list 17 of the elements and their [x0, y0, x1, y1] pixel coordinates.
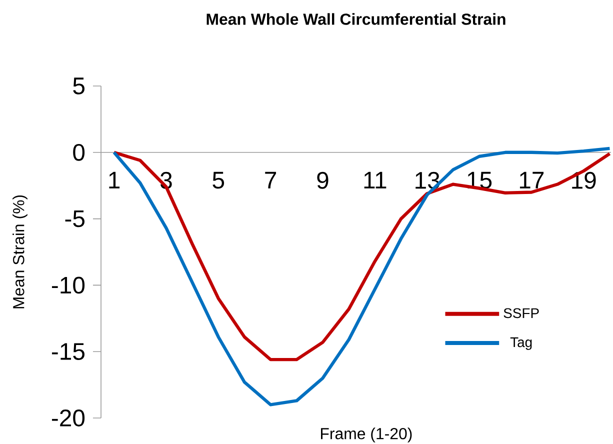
y-tick-label: -20 — [52, 410, 85, 426]
y-axis-title: Mean Strain (%) — [12, 195, 28, 308]
x-tick-label: 1 — [109, 172, 120, 188]
y-tick-label: -15 — [52, 343, 84, 360]
y-tick-label: -5 — [65, 210, 84, 228]
y-tick-label: 0 — [73, 144, 85, 161]
y-tick-label: -10 — [52, 276, 85, 294]
legend-label: SSFP — [504, 308, 539, 318]
x-tick-label: 17 — [520, 172, 544, 188]
y-tick-label: 5 — [73, 78, 84, 94]
chart-title: Mean Whole Wall Circumferential Strain — [206, 13, 506, 25]
x-tick-label: 9 — [317, 172, 328, 189]
x-tick-label: 11 — [364, 172, 386, 188]
legend-label: Tag — [510, 337, 532, 350]
x-tick-label: 5 — [212, 172, 224, 189]
x-tick-label: 7 — [265, 172, 276, 188]
x-axis-title: Frame (1-20) — [321, 428, 412, 442]
